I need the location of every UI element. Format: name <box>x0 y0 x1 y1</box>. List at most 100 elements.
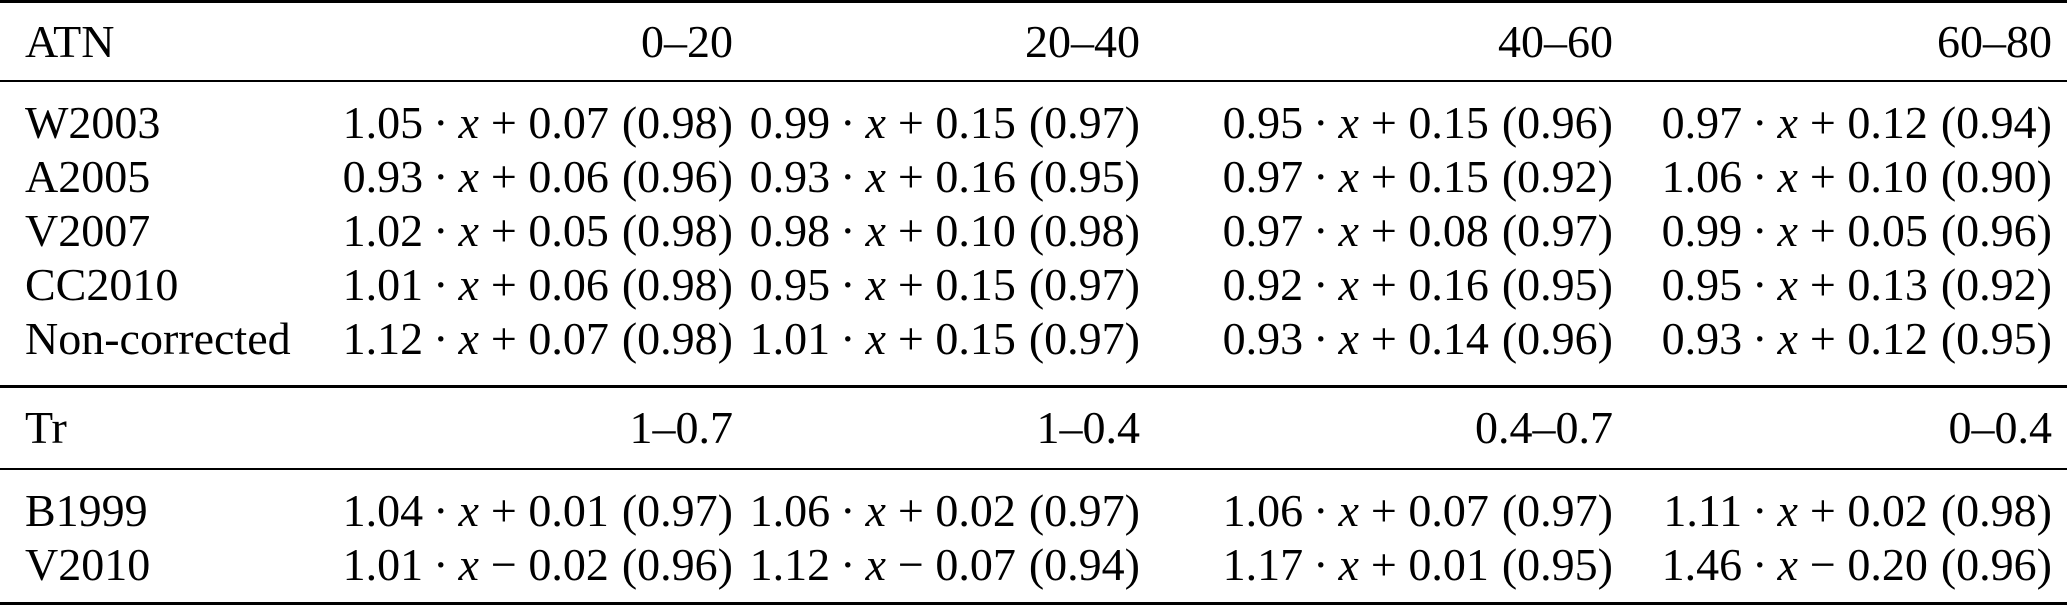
column-header: 20–40 <box>1025 15 1140 67</box>
correlation-value: (0.92) <box>1940 259 2052 310</box>
slope-value: 1.04 <box>342 485 424 536</box>
x-variable: x <box>865 205 886 256</box>
x-variable: x <box>1777 259 1798 310</box>
correlation-value: (0.96) <box>1940 205 2052 256</box>
intercept-term: + 0.02 <box>1809 485 1928 536</box>
x-variable: x <box>1777 205 1798 256</box>
slope-value: 0.97 <box>1222 205 1304 256</box>
correlation-value: (0.96) <box>1501 313 1613 364</box>
column-header: 1–0.4 <box>1036 402 1141 453</box>
intercept-term: + 0.06 <box>490 259 609 310</box>
column-header: 1–0.7 <box>629 402 734 453</box>
table-row: V2010 1.01 · x − 0.02 (0.96) 1.12 · x − 0.07 (0.… <box>0 538 2067 592</box>
intercept-term: + 0.15 <box>897 259 1016 310</box>
fit-cell: 1.17 · x + 0.01 (0.95) <box>1140 542 1613 588</box>
x-variable: x <box>1777 97 1798 148</box>
correlation-value: (0.96) <box>1501 97 1613 148</box>
x-variable: x <box>1777 485 1798 536</box>
fit-cell: 1.01 · x + 0.06 (0.98) <box>300 262 733 308</box>
row-label: CC2010 <box>25 259 179 310</box>
correlation-value: (0.98) <box>621 313 733 364</box>
x-variable: x <box>1338 151 1359 202</box>
x-variable: x <box>865 97 886 148</box>
x-variable: x <box>458 259 479 310</box>
fit-cell: 0.97 · x + 0.08 (0.97) <box>1140 208 1613 254</box>
intercept-term: − 0.07 <box>897 539 1016 590</box>
intercept-term: + 0.07 <box>1370 485 1489 536</box>
slope-value: 1.02 <box>342 205 424 256</box>
correlation-value: (0.92) <box>1501 151 1613 202</box>
table-row: V2007 1.02 · x + 0.05 (0.98) 0.98 · x + 0.10 (0.… <box>0 204 2067 258</box>
x-variable: x <box>865 313 886 364</box>
slope-value: 0.99 <box>749 97 831 148</box>
fit-cell: 0.95 · x + 0.15 (0.97) <box>733 262 1140 308</box>
fit-cell: 1.06 · x + 0.10 (0.90) <box>1613 154 2067 200</box>
section-header-row-atn: ATN 0–20 20–40 40–60 60–80 <box>0 3 2067 80</box>
x-variable: x <box>865 539 886 590</box>
fit-cell: 1.04 · x + 0.01 (0.97) <box>300 488 733 534</box>
multiply-dot: · <box>840 539 856 590</box>
intercept-term: − 0.20 <box>1809 539 1928 590</box>
fit-cell: 0.93 · x + 0.14 (0.96) <box>1140 316 1613 362</box>
fit-cell: 1.12 · x − 0.07 (0.94) <box>733 542 1140 588</box>
correlation-value: (0.97) <box>621 485 733 536</box>
slope-value: 0.98 <box>749 205 831 256</box>
multiply-dot: · <box>1313 205 1329 256</box>
table-row: W2003 1.05 · x + 0.07 (0.98) 0.99 · x + 0.15 (0.… <box>0 96 2067 150</box>
section-body-atn: W2003 1.05 · x + 0.07 (0.98) 0.99 · x + 0.15 (0.… <box>0 82 2067 385</box>
fit-cell: 1.02 · x + 0.05 (0.98) <box>300 208 733 254</box>
x-variable: x <box>458 151 479 202</box>
fit-cell: 0.95 · x + 0.15 (0.96) <box>1140 100 1613 146</box>
section-header-label: ATN <box>25 15 115 67</box>
slope-value: 0.93 <box>342 151 424 202</box>
multiply-dot: · <box>840 485 856 536</box>
slope-value: 1.06 <box>749 485 831 536</box>
intercept-term: + 0.14 <box>1370 313 1489 364</box>
slope-value: 0.93 <box>1222 313 1304 364</box>
x-variable: x <box>1338 539 1359 590</box>
row-label: A2005 <box>25 151 151 202</box>
slope-value: 1.17 <box>1222 539 1304 590</box>
fit-cell: 1.06 · x + 0.02 (0.97) <box>733 488 1140 534</box>
column-header: 40–60 <box>1498 15 1613 67</box>
intercept-term: + 0.08 <box>1370 205 1489 256</box>
multiply-dot: · <box>1313 97 1329 148</box>
x-variable: x <box>865 151 886 202</box>
multiply-dot: · <box>1752 539 1768 590</box>
x-variable: x <box>1338 485 1359 536</box>
correlation-value: (0.98) <box>621 259 733 310</box>
slope-value: 1.11 <box>1663 485 1743 536</box>
correlation-value: (0.98) <box>1940 485 2052 536</box>
slope-value: 1.01 <box>749 313 831 364</box>
intercept-term: + 0.12 <box>1809 313 1928 364</box>
correlation-value: (0.97) <box>1028 97 1140 148</box>
multiply-dot: · <box>1313 259 1329 310</box>
fit-cell: 1.01 · x − 0.02 (0.96) <box>300 542 733 588</box>
intercept-term: + 0.12 <box>1809 97 1928 148</box>
correlation-value: (0.97) <box>1501 205 1613 256</box>
multiply-dot: · <box>433 485 449 536</box>
multiply-dot: · <box>1313 313 1329 364</box>
correlation-value: (0.94) <box>1940 97 2052 148</box>
multiply-dot: · <box>1752 313 1768 364</box>
multiply-dot: · <box>433 205 449 256</box>
intercept-term: + 0.15 <box>1370 97 1489 148</box>
intercept-term: + 0.01 <box>1370 539 1489 590</box>
column-header: 0.4–0.7 <box>1475 402 1613 453</box>
fit-cell: 0.93 · x + 0.16 (0.95) <box>733 154 1140 200</box>
slope-value: 1.12 <box>749 539 831 590</box>
row-label: B1999 <box>25 485 148 536</box>
fit-cell: 0.99 · x + 0.15 (0.97) <box>733 100 1140 146</box>
correlation-value: (0.90) <box>1940 151 2052 202</box>
correlation-value: (0.97) <box>1028 485 1140 536</box>
multiply-dot: · <box>840 97 856 148</box>
multiply-dot: · <box>433 97 449 148</box>
multiply-dot: · <box>1752 259 1768 310</box>
intercept-term: + 0.15 <box>897 97 1016 148</box>
intercept-term: + 0.13 <box>1809 259 1928 310</box>
multiply-dot: · <box>433 151 449 202</box>
x-variable: x <box>1777 539 1798 590</box>
slope-value: 1.01 <box>342 539 424 590</box>
fit-cell: 0.93 · x + 0.06 (0.96) <box>300 154 733 200</box>
